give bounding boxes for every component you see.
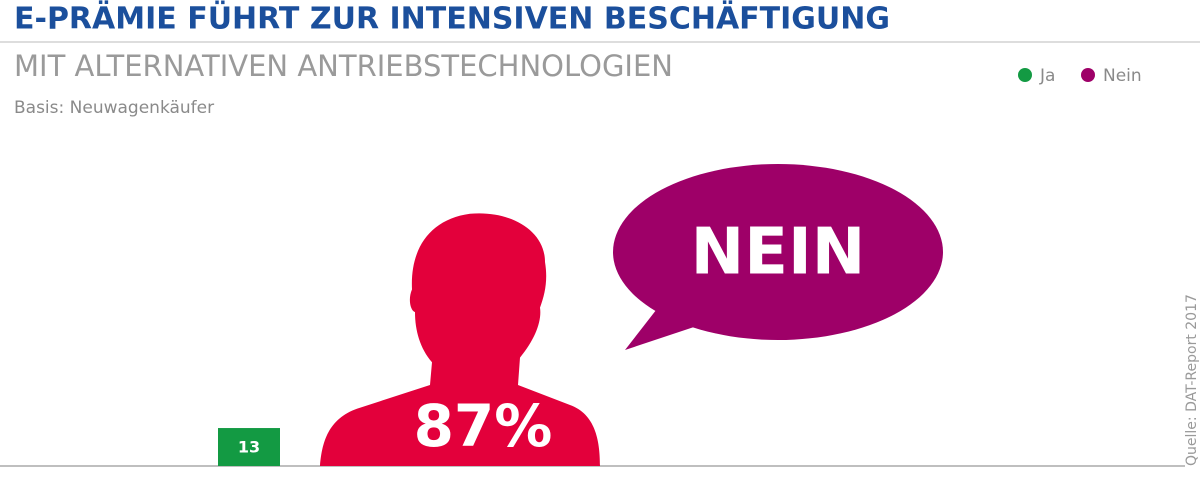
person-mark	[320, 213, 600, 466]
chart-title: E-PRÄMIE FÜHRT ZUR INTENSIVEN BESCHÄFTIG…	[14, 0, 890, 37]
legend-label: Ja	[1039, 66, 1055, 86]
chart-subtitle: MIT ALTERNATIVEN ANTRIEBSTECHNOLOGIEN	[14, 49, 673, 83]
bar	[218, 428, 280, 466]
value-label: 13	[238, 438, 260, 457]
source: Quelle: DAT-Report 2017	[1184, 294, 1200, 466]
speech-bubble	[613, 164, 943, 350]
annotation: NEIN	[691, 216, 866, 290]
chart-note: Basis: Neuwagenkäufer	[14, 98, 214, 118]
legend-swatch	[1081, 68, 1095, 82]
legend-swatch	[1018, 68, 1032, 82]
value-label: 87%	[414, 392, 553, 460]
legend-label: Nein	[1103, 66, 1142, 86]
